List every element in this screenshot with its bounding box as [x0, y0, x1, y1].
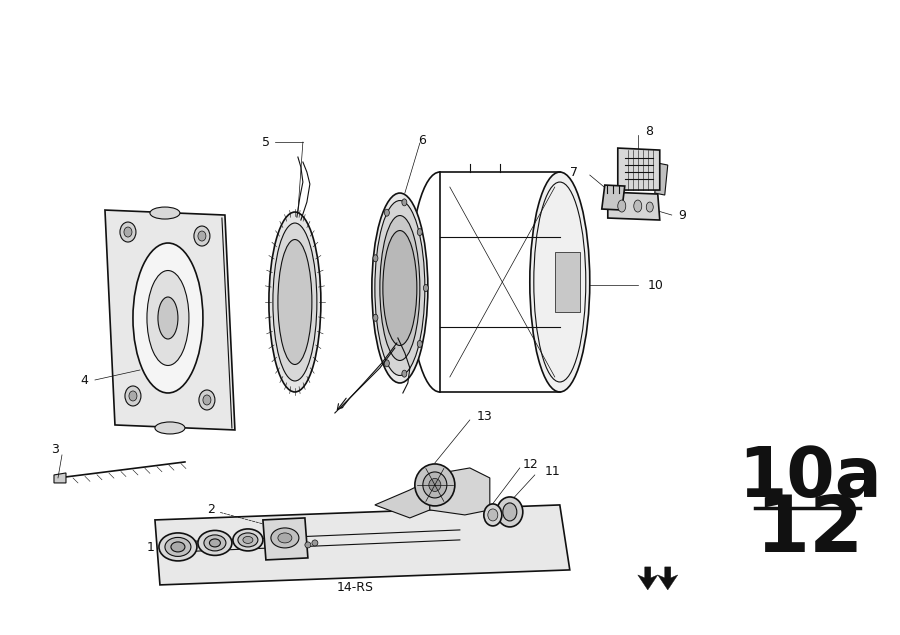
- Ellipse shape: [278, 533, 292, 543]
- Ellipse shape: [497, 497, 523, 527]
- Text: 7: 7: [570, 166, 578, 178]
- Text: 3: 3: [51, 443, 59, 457]
- Ellipse shape: [634, 200, 642, 212]
- Ellipse shape: [380, 215, 419, 361]
- Ellipse shape: [646, 202, 653, 212]
- Text: 1: 1: [147, 542, 182, 554]
- Polygon shape: [430, 468, 490, 515]
- Ellipse shape: [415, 464, 454, 506]
- Text: 10: 10: [648, 279, 663, 291]
- Ellipse shape: [120, 222, 136, 242]
- Ellipse shape: [269, 212, 321, 392]
- Polygon shape: [554, 252, 580, 312]
- Text: 12: 12: [756, 492, 864, 568]
- Ellipse shape: [165, 537, 191, 556]
- Polygon shape: [608, 192, 660, 220]
- Ellipse shape: [488, 509, 498, 521]
- Text: 13: 13: [477, 410, 492, 424]
- Text: 5: 5: [262, 135, 270, 149]
- Text: 12: 12: [523, 458, 538, 471]
- Polygon shape: [658, 567, 678, 590]
- Ellipse shape: [238, 533, 258, 547]
- Ellipse shape: [233, 529, 263, 551]
- Ellipse shape: [278, 239, 312, 364]
- Ellipse shape: [384, 209, 390, 216]
- Ellipse shape: [243, 537, 253, 544]
- Ellipse shape: [372, 193, 428, 383]
- Polygon shape: [638, 567, 658, 590]
- Ellipse shape: [210, 539, 220, 547]
- Ellipse shape: [402, 370, 407, 377]
- Ellipse shape: [150, 207, 180, 219]
- Text: 4: 4: [80, 375, 88, 387]
- Ellipse shape: [198, 231, 206, 241]
- Ellipse shape: [373, 314, 378, 321]
- Ellipse shape: [204, 535, 226, 551]
- Ellipse shape: [194, 226, 210, 246]
- Ellipse shape: [617, 200, 626, 212]
- Text: 10a: 10a: [738, 444, 882, 511]
- Ellipse shape: [428, 478, 441, 491]
- Ellipse shape: [202, 395, 211, 405]
- Ellipse shape: [133, 243, 202, 393]
- Ellipse shape: [484, 504, 502, 526]
- Ellipse shape: [305, 542, 310, 548]
- Ellipse shape: [418, 340, 422, 347]
- Ellipse shape: [382, 231, 417, 345]
- Ellipse shape: [147, 271, 189, 366]
- Ellipse shape: [129, 391, 137, 401]
- Ellipse shape: [418, 229, 422, 236]
- Ellipse shape: [159, 533, 197, 561]
- Ellipse shape: [171, 542, 184, 552]
- Polygon shape: [375, 480, 430, 518]
- Text: 14-RS: 14-RS: [337, 582, 374, 594]
- Ellipse shape: [423, 284, 428, 291]
- Polygon shape: [655, 163, 668, 195]
- Polygon shape: [155, 505, 570, 585]
- Ellipse shape: [124, 227, 132, 237]
- Text: 8: 8: [644, 124, 652, 138]
- Ellipse shape: [373, 255, 378, 262]
- Ellipse shape: [312, 540, 318, 546]
- Text: 2: 2: [207, 504, 275, 527]
- Text: 6: 6: [418, 133, 426, 147]
- Ellipse shape: [375, 201, 425, 375]
- Ellipse shape: [503, 503, 517, 521]
- Ellipse shape: [155, 422, 184, 434]
- Polygon shape: [263, 518, 308, 560]
- Ellipse shape: [199, 390, 215, 410]
- Ellipse shape: [271, 528, 299, 548]
- Ellipse shape: [158, 297, 178, 339]
- Polygon shape: [54, 473, 66, 483]
- Ellipse shape: [273, 223, 317, 381]
- Ellipse shape: [423, 472, 446, 498]
- Text: 11: 11: [544, 465, 561, 478]
- Text: 9: 9: [678, 208, 686, 222]
- Ellipse shape: [125, 386, 141, 406]
- Polygon shape: [617, 148, 660, 190]
- Ellipse shape: [384, 360, 390, 367]
- Polygon shape: [105, 210, 235, 430]
- Ellipse shape: [402, 199, 407, 206]
- Polygon shape: [602, 185, 625, 210]
- Ellipse shape: [530, 172, 590, 392]
- Ellipse shape: [198, 530, 232, 556]
